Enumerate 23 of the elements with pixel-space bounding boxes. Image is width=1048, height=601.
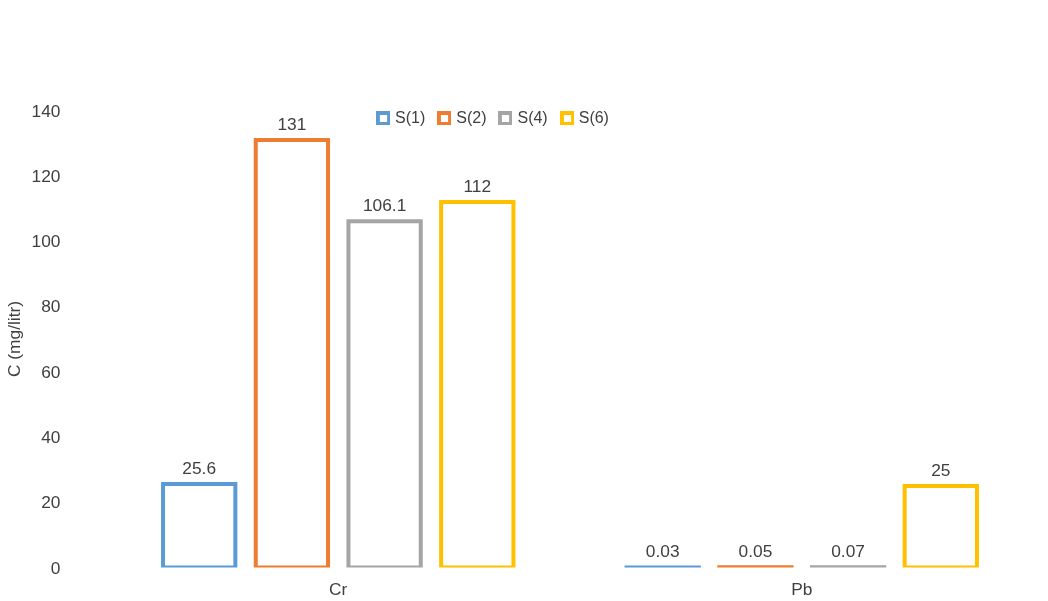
legend-label: S(4): [517, 109, 548, 127]
x-tick-label: Pb: [791, 578, 813, 599]
x-tick-label: Cr: [329, 578, 348, 599]
y-tick-label: 0: [50, 557, 61, 578]
data-label: 0.07: [831, 541, 865, 562]
y-tick-label: 100: [31, 231, 61, 252]
legend-label: S(2): [456, 109, 487, 127]
y-tick-label: 20: [41, 492, 61, 513]
data-label: 106.1: [362, 195, 407, 216]
y-axis-title: C (mg/litr): [3, 300, 24, 378]
legend-label: S(1): [395, 109, 426, 127]
legend-label: S(6): [578, 109, 609, 127]
data-label: 25.6: [182, 457, 217, 478]
data-label: 112: [463, 175, 492, 196]
data-label: 0.05: [738, 541, 773, 562]
data-label: 131: [277, 113, 307, 134]
y-tick-label: 140: [31, 100, 61, 121]
data-label: 25: [931, 459, 951, 480]
y-tick-label: 40: [41, 426, 61, 447]
y-tick-label: 80: [41, 296, 61, 317]
y-tick-label: 120: [31, 165, 61, 186]
data-label: 0.03: [645, 541, 680, 562]
y-tick-label: 60: [41, 361, 61, 382]
